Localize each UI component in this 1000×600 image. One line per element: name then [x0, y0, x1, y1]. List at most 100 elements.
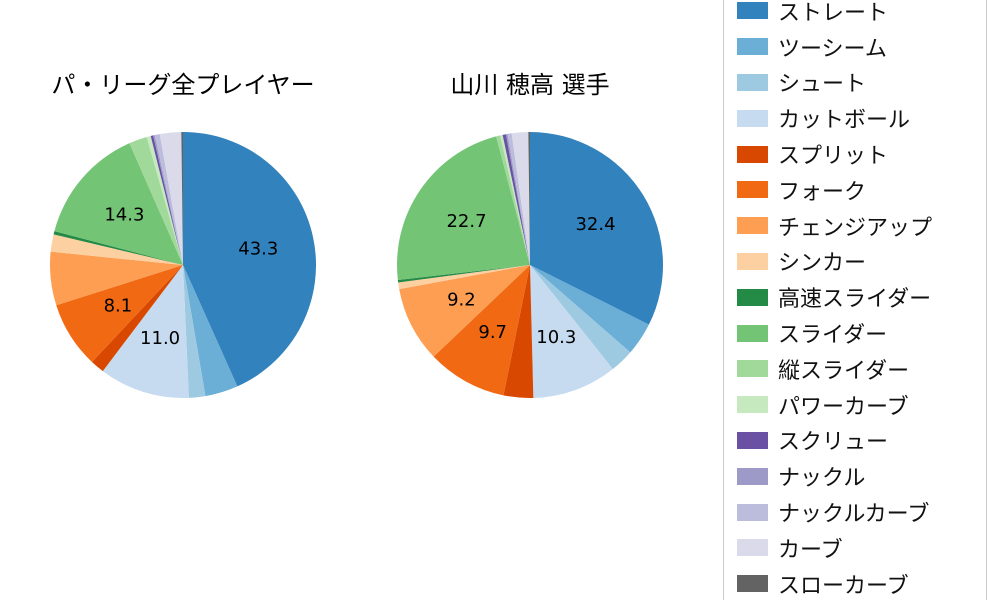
legend-item: ツーシーム	[724, 29, 986, 65]
legend-swatch	[737, 503, 768, 521]
legend-item: チェンジアップ	[724, 208, 986, 244]
legend-item: カットボール	[724, 100, 986, 136]
legend-item: ストレート	[724, 0, 986, 29]
pie-slice	[530, 265, 631, 370]
legend-swatch	[737, 181, 768, 199]
legend-item-label: パワーカーブ	[778, 394, 909, 420]
legend-item: シンカー	[724, 244, 986, 280]
legend-item: 高速スライダー	[724, 279, 986, 315]
chart-title-player: 山川 穂高 選手	[450, 71, 610, 99]
pie-slice	[153, 135, 183, 265]
pie-slice	[53, 231, 183, 265]
legend-item: ナックルカーブ	[724, 494, 986, 530]
pie-slice	[159, 132, 183, 265]
legend-item-label: スプリット	[778, 144, 889, 170]
pie-value-label: 8.1	[104, 296, 133, 317]
legend-swatch	[737, 324, 768, 342]
legend-swatch	[737, 539, 768, 557]
pie-slice	[507, 133, 530, 265]
pie-slice	[397, 136, 530, 281]
pie-value-label: 43.3	[238, 238, 278, 259]
legend-item-label: ツーシーム	[778, 36, 887, 62]
pie-slice	[398, 265, 530, 290]
legend-item-label: シュート	[778, 72, 867, 98]
pie-slice	[433, 265, 530, 396]
pie-slice	[503, 265, 534, 399]
pie-slice	[150, 135, 183, 265]
pie-value-label: 10.3	[536, 327, 576, 348]
legend-item-label: ナックルカーブ	[778, 502, 930, 528]
legend-item: スローカーブ	[724, 566, 986, 600]
pie-slice	[530, 132, 663, 325]
pie-slice	[91, 265, 183, 372]
legend-item-label: カーブ	[778, 537, 843, 563]
legend-item: スライダー	[724, 315, 986, 351]
pie-value-label: 9.2	[447, 290, 476, 311]
legend-item-label: スクリュー	[778, 430, 889, 456]
pie-slice	[129, 137, 183, 265]
pie-slice	[50, 234, 183, 265]
legend-swatch	[737, 145, 768, 163]
pie-slice	[56, 265, 183, 362]
pie-slice	[530, 265, 613, 398]
legend-swatch	[737, 288, 768, 306]
pie-slice	[511, 132, 530, 265]
chart-title-league: パ・リーグ全プレイヤー	[51, 71, 315, 99]
pie-chart-league: 43.3 11.0 8.1 14.3	[49, 132, 317, 398]
pie-slice	[49, 251, 183, 306]
legend-swatch	[737, 467, 768, 485]
pie-value-label: 14.3	[104, 205, 144, 226]
legend-swatch	[737, 38, 768, 56]
pie-slice	[496, 135, 530, 265]
legend-swatch	[737, 575, 768, 593]
pie-slice	[183, 265, 206, 398]
legend-swatch	[737, 252, 768, 270]
legend-item-label: スライダー	[778, 323, 888, 349]
pie-value-label: 22.7	[446, 211, 486, 232]
pie-slice	[505, 133, 530, 265]
legend-swatch	[737, 431, 768, 449]
pie-chart-player: 32.4 10.3 9.7 9.2 22.7	[397, 132, 663, 399]
legend-swatch	[737, 73, 768, 91]
legend-item: パワーカーブ	[724, 387, 986, 423]
pie-slice	[530, 265, 649, 353]
legend-item-label: フォーク	[778, 179, 867, 205]
legend-item: カーブ	[724, 530, 986, 566]
legend-item-label: 縦スライダー	[778, 358, 910, 384]
legend-swatch	[737, 109, 768, 127]
pie-slice	[146, 135, 183, 265]
legend-items: ストレートツーシームシュートカットボール スプリットフォークチェンジアップ シンカー…	[724, 0, 986, 600]
legend-item-label: カットボール	[778, 108, 911, 134]
pie-slice	[102, 265, 189, 398]
legend-item: ナックル	[724, 458, 986, 494]
legend-item: スクリュー	[724, 423, 986, 459]
legend-swatch	[737, 2, 768, 20]
legend-item: スプリット	[724, 136, 986, 172]
pie-svg: 32.4 10.3 9.79.2 22.7	[397, 132, 663, 399]
legend-item-label: 高速スライダー	[778, 287, 932, 313]
legend-swatch	[737, 396, 768, 414]
legend: ストレートツーシームシュートカットボール スプリットフォークチェンジアップ シンカー…	[723, 0, 987, 600]
legend-item-label: チェンジアップ	[778, 215, 933, 241]
legend-item-label: ナックル	[778, 466, 866, 492]
pie-slice	[399, 265, 530, 357]
legend-item: 縦スライダー	[724, 351, 986, 387]
legend-item-label: ストレート	[778, 0, 889, 26]
legend-swatch	[737, 360, 768, 378]
legend-item: フォーク	[724, 172, 986, 208]
legend-swatch	[737, 217, 768, 235]
pie-svg: 43.3 11.0 8.1 14.3	[49, 132, 317, 398]
pie-value-label: 9.7	[478, 322, 507, 343]
pie-slice	[181, 132, 183, 265]
pie-slice	[528, 132, 530, 265]
pie-slice	[502, 134, 530, 265]
pie-slice	[183, 265, 238, 397]
pie-slice	[183, 132, 317, 387]
pie-slice	[500, 134, 530, 265]
pie-slice	[154, 134, 183, 265]
pie-value-label: 32.4	[575, 214, 615, 235]
legend-item-label: シンカー	[778, 251, 867, 277]
legend-item: シュート	[724, 65, 986, 101]
pie-slice	[54, 143, 183, 265]
